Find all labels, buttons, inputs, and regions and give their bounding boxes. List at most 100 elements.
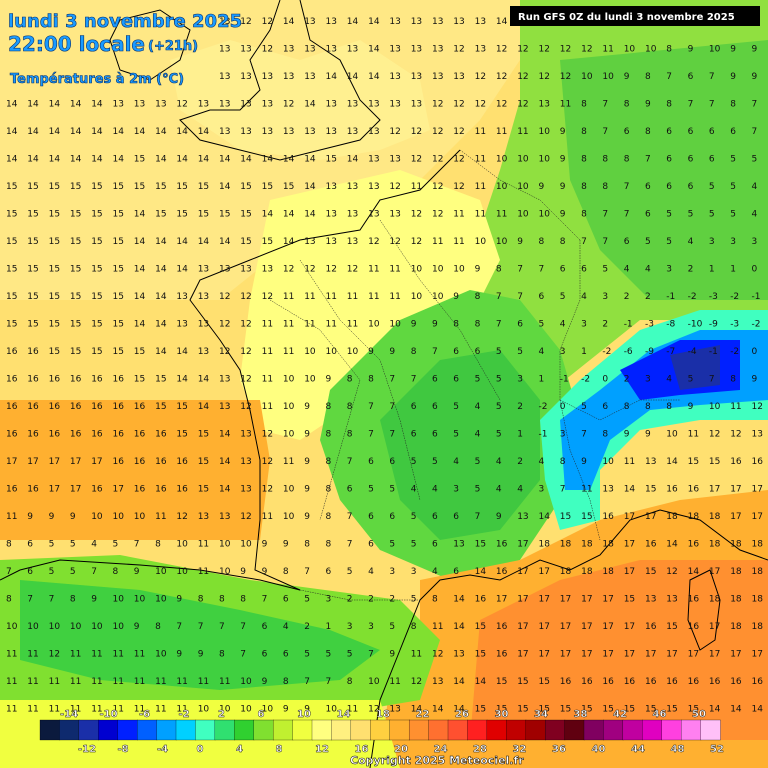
grid-value: 12 xyxy=(389,182,400,192)
grid-value: 8 xyxy=(155,540,161,550)
grid-value: 17 xyxy=(624,512,635,522)
grid-value: 7 xyxy=(666,72,672,82)
grid-value: 16 xyxy=(6,402,18,412)
grid-value: 5 xyxy=(411,540,417,550)
grid-value: 13 xyxy=(666,595,677,605)
grid-value: 3 xyxy=(368,622,374,632)
grid-value: 12 xyxy=(453,45,464,55)
grid-value: 13 xyxy=(155,100,166,110)
grid-value: 16 xyxy=(155,485,167,495)
grid-value: 15 xyxy=(155,375,166,385)
grid-value: 15 xyxy=(240,182,251,192)
scale-swatch xyxy=(195,719,216,741)
grid-value: 9 xyxy=(283,540,289,550)
grid-value: 12 xyxy=(453,100,464,110)
grid-value: 11 xyxy=(347,705,358,715)
grid-value: 10 xyxy=(91,622,103,632)
grid-value: 15 xyxy=(6,292,17,302)
run-label: Run GFS 0Z du lundi 3 novembre 2025 xyxy=(518,12,735,23)
grid-value: 3 xyxy=(709,237,715,247)
border-internal-1 xyxy=(299,259,421,501)
grid-value: 7 xyxy=(347,457,353,467)
grid-value: 11 xyxy=(475,210,486,220)
grid-value: 15 xyxy=(113,237,124,247)
grid-value: 8 xyxy=(602,430,608,440)
grid-value: 17 xyxy=(517,567,528,577)
grid-value: 6 xyxy=(283,595,289,605)
grid-value: 17 xyxy=(709,567,720,577)
grid-value: 4 xyxy=(688,237,694,247)
scale-bottom-label: 28 xyxy=(473,744,487,755)
grid-value: 13 xyxy=(219,72,230,82)
grid-value: 12 xyxy=(432,155,443,165)
grid-value: 8 xyxy=(624,155,630,165)
scale-top-label: -2 xyxy=(179,709,190,720)
grid-value: 16 xyxy=(496,540,508,550)
grid-value: 12 xyxy=(304,265,315,275)
grid-value: 9 xyxy=(304,705,310,715)
grid-value: 16 xyxy=(645,677,657,687)
grid-value: -7 xyxy=(666,347,675,357)
grid-value: 12 xyxy=(219,347,230,357)
grid-value: 13 xyxy=(368,182,379,192)
title-variable: Températures à 2m (°C) xyxy=(10,72,184,87)
grid-value: 6 xyxy=(666,127,672,137)
grid-value: 14 xyxy=(453,622,465,632)
grid-value: 5 xyxy=(496,430,502,440)
grid-value: 14 xyxy=(326,72,338,82)
grid-value: 13 xyxy=(326,210,337,220)
grid-value: 17 xyxy=(709,622,720,632)
grid-value: 13 xyxy=(326,100,337,110)
grid-value: 9 xyxy=(752,72,758,82)
grid-value: 12 xyxy=(730,430,741,440)
grid-value: 6 xyxy=(453,512,459,522)
grid-value: 17 xyxy=(730,485,741,495)
grid-value: 15 xyxy=(91,320,102,330)
grid-value: 8 xyxy=(70,595,76,605)
grid-value: 16 xyxy=(688,485,700,495)
grid-value: 12 xyxy=(326,265,337,275)
grid-value: 4 xyxy=(475,430,481,440)
grid-value: 5 xyxy=(496,347,502,357)
grid-value: 7 xyxy=(517,292,523,302)
grid-value: 14 xyxy=(113,155,125,165)
grid-value: 13 xyxy=(347,210,358,220)
grid-value: 15 xyxy=(49,210,60,220)
grid-value: 12 xyxy=(240,512,251,522)
grid-value: 9 xyxy=(304,402,310,412)
grid-value: 13 xyxy=(219,375,230,385)
grid-value: 7 xyxy=(240,622,246,632)
grid-value: 15 xyxy=(581,705,592,715)
grid-value: 12 xyxy=(411,155,422,165)
grid-value: 17 xyxy=(730,650,741,660)
scale-bottom-label: 8 xyxy=(276,744,283,755)
grid-value: 12 xyxy=(709,430,720,440)
coast-corsica xyxy=(687,569,721,651)
grid-value: 13 xyxy=(240,100,251,110)
grid-value: 7 xyxy=(368,402,374,412)
grid-value: 13 xyxy=(453,17,464,27)
grid-value: 2 xyxy=(347,595,353,605)
grid-value: 14 xyxy=(475,677,487,687)
grid-value: 17 xyxy=(709,650,720,660)
grid-value: 15 xyxy=(6,210,17,220)
grid-value: 11 xyxy=(688,430,699,440)
grid-value: 6 xyxy=(368,457,374,467)
grid-value: 18 xyxy=(709,512,721,522)
grid-value: 12 xyxy=(240,347,251,357)
grid-value: 7 xyxy=(368,650,374,660)
grid-value: 2 xyxy=(304,622,310,632)
grid-value: 16 xyxy=(49,375,61,385)
grid-value: 6 xyxy=(262,650,268,660)
grid-value: 12 xyxy=(517,100,528,110)
grid-value: 3 xyxy=(326,595,332,605)
grid-value: 13 xyxy=(347,45,358,55)
grid-value: 15 xyxy=(709,457,720,467)
grid-value: 12 xyxy=(432,182,443,192)
scale-bottom-label: 40 xyxy=(592,744,606,755)
scale-swatch xyxy=(350,719,371,741)
scale-swatch xyxy=(408,719,430,741)
border-internal-3 xyxy=(269,299,361,521)
grid-value: 12 xyxy=(453,155,464,165)
zone-germany-cooler xyxy=(560,40,768,300)
